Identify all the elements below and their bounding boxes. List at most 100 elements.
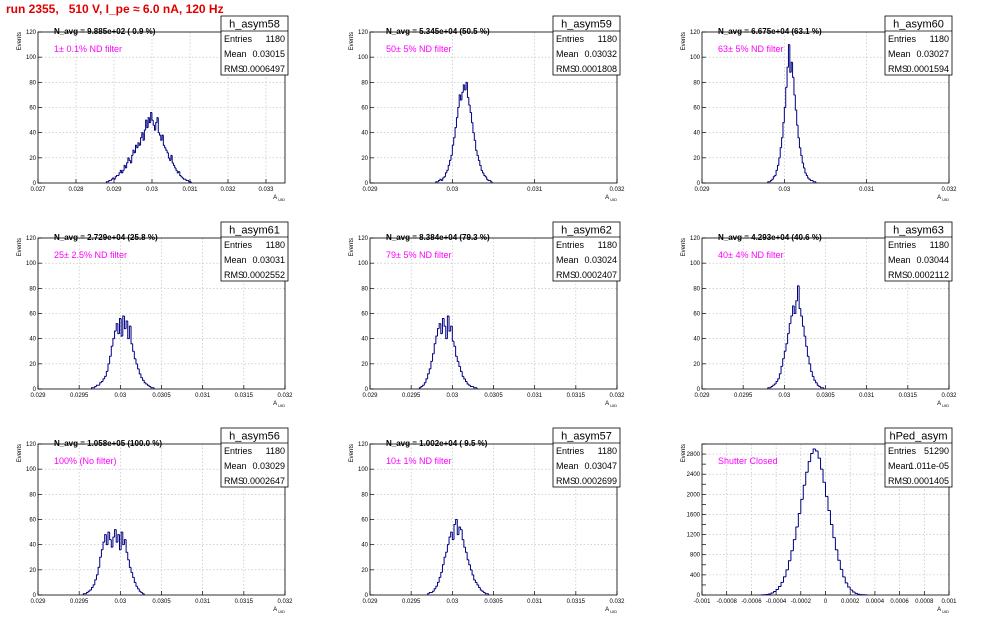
- histogram-bin: [801, 308, 803, 316]
- histogram-title: h_asym60: [893, 19, 944, 31]
- histogram-bin: [433, 591, 435, 592]
- filter-annotation: 63± 5% ND filter: [718, 44, 783, 54]
- histogram-bin: [139, 589, 141, 592]
- histogram-bin: [784, 577, 786, 583]
- histogram-bin: [163, 135, 164, 145]
- histogram-bin: [128, 552, 130, 560]
- x-tick-label: 0.027: [30, 187, 46, 193]
- x-tick-label: 0.031: [527, 393, 543, 399]
- x-tick-label: 0.0315: [235, 599, 254, 605]
- y-tick-label: 40: [29, 131, 36, 137]
- x-tick-label: -0.0006: [741, 599, 762, 605]
- histogram-bin: [454, 525, 456, 540]
- histogram-bin: [110, 532, 112, 540]
- filter-annotation: 40± 4% ND filter: [718, 250, 783, 260]
- stats-label: RMS: [556, 64, 576, 74]
- y-tick-label: 40: [693, 337, 700, 343]
- navg-annotation: N_avg = 1.058e+05 (100.0 %): [54, 439, 162, 448]
- histogram-bin: [153, 120, 154, 125]
- y-tick-label: 60: [361, 518, 368, 524]
- x-axis-title: AUID: [605, 401, 617, 408]
- histogram-bin: [151, 386, 153, 387]
- histogram-bin: [798, 125, 799, 138]
- stats-label: Entries: [224, 34, 253, 44]
- histogram-title: h_asym56: [229, 431, 280, 443]
- histogram-bin: [778, 379, 780, 382]
- histogram-bin: [791, 316, 793, 324]
- stats-label: Entries: [556, 240, 585, 250]
- histogram-bin: [470, 105, 471, 113]
- y-tick-label: 60: [29, 312, 36, 318]
- histogram-bin: [858, 593, 860, 594]
- histogram-bin: [454, 138, 455, 146]
- histogram-bin: [772, 179, 773, 180]
- x-tick-label: 0.03: [446, 187, 458, 193]
- histogram-bin: [172, 155, 173, 163]
- x-tick-label: 0.031: [527, 187, 543, 193]
- y-tick-label: 100: [358, 55, 369, 61]
- y-tick-label: 80: [29, 492, 36, 498]
- histogram-bin: [139, 369, 141, 374]
- histogram-bin: [787, 67, 788, 87]
- stats-value: 1180: [598, 240, 617, 250]
- histogram-bin: [133, 572, 135, 577]
- stats-value: 1180: [598, 34, 617, 44]
- stats-label: RMS: [888, 476, 908, 486]
- histogram: [761, 449, 867, 595]
- histogram-bin: [134, 351, 136, 359]
- y-tick-label: 40: [361, 543, 368, 549]
- x-tick-label: 0.03: [778, 187, 790, 193]
- x-tick-label: -0.0008: [717, 599, 738, 605]
- histogram-bin: [803, 485, 805, 499]
- histogram-bin: [115, 177, 116, 180]
- histogram-bin: [166, 148, 167, 151]
- x-tick-label: -0.0004: [766, 599, 787, 605]
- histogram-bin: [817, 383, 819, 386]
- histogram-bin: [429, 369, 431, 374]
- histogram-bin: [136, 582, 138, 586]
- histogram-bin: [781, 366, 783, 374]
- histogram-bin: [821, 458, 823, 469]
- stats-value: 0.0002112: [907, 270, 949, 280]
- stats-value: 0.0002699: [574, 476, 617, 486]
- x-tick-label: 0.032: [277, 393, 293, 399]
- histogram-bin: [455, 128, 456, 138]
- histogram-bin: [780, 148, 781, 158]
- histogram-bin: [152, 113, 153, 121]
- histogram-bin: [95, 580, 97, 585]
- histogram-bin: [131, 567, 133, 572]
- histogram-bin: [828, 496, 830, 510]
- histogram-bin: [799, 138, 800, 148]
- y-tick-label: 80: [693, 286, 700, 292]
- histogram-bin: [438, 582, 440, 586]
- histogram-title: h_asym62: [561, 225, 612, 237]
- histogram-bin: [805, 168, 806, 173]
- stats-value: 0.0001808: [574, 64, 617, 74]
- navg-annotation: N_avg = 4.293e+04 (40.6 %): [718, 233, 822, 242]
- histogram-bin: [443, 178, 444, 181]
- histogram-bin: [774, 591, 776, 593]
- y-tick-label: 40: [693, 131, 700, 137]
- histogram-bin: [784, 108, 785, 123]
- histogram-bin: [426, 379, 428, 383]
- histogram-bin: [117, 175, 118, 176]
- histogram-bin: [466, 547, 468, 552]
- histogram-bin: [779, 374, 781, 379]
- y-tick-label: 40: [29, 337, 36, 343]
- histogram-bin: [848, 583, 850, 587]
- histogram-bin: [472, 570, 474, 575]
- histogram-title: h_asym59: [561, 19, 612, 31]
- histogram-bin: [853, 590, 855, 592]
- histogram-bin: [810, 179, 811, 180]
- histogram-bin: [144, 130, 145, 140]
- histogram-bin: [788, 561, 790, 570]
- histogram-bin: [129, 158, 130, 161]
- histogram-bin: [806, 173, 807, 176]
- navg-annotation: N_avg = 8.384e+04 (79.3 %): [386, 233, 490, 242]
- histogram-bin: [449, 537, 451, 545]
- histogram-title: h_asym57: [561, 431, 612, 443]
